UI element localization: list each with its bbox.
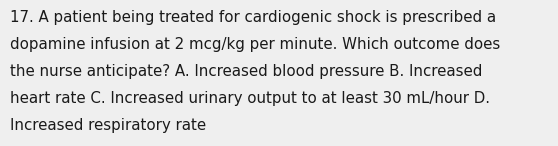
Text: heart rate C. Increased urinary output to at least 30 mL/hour D.: heart rate C. Increased urinary output t… <box>10 91 490 106</box>
Text: dopamine infusion at 2 mcg/kg per minute. Which outcome does: dopamine infusion at 2 mcg/kg per minute… <box>10 37 501 52</box>
Text: Increased respiratory rate: Increased respiratory rate <box>10 118 206 133</box>
Text: 17. A patient being treated for cardiogenic shock is prescribed a: 17. A patient being treated for cardioge… <box>10 10 496 25</box>
Text: the nurse anticipate? A. Increased blood pressure B. Increased: the nurse anticipate? A. Increased blood… <box>10 64 483 79</box>
